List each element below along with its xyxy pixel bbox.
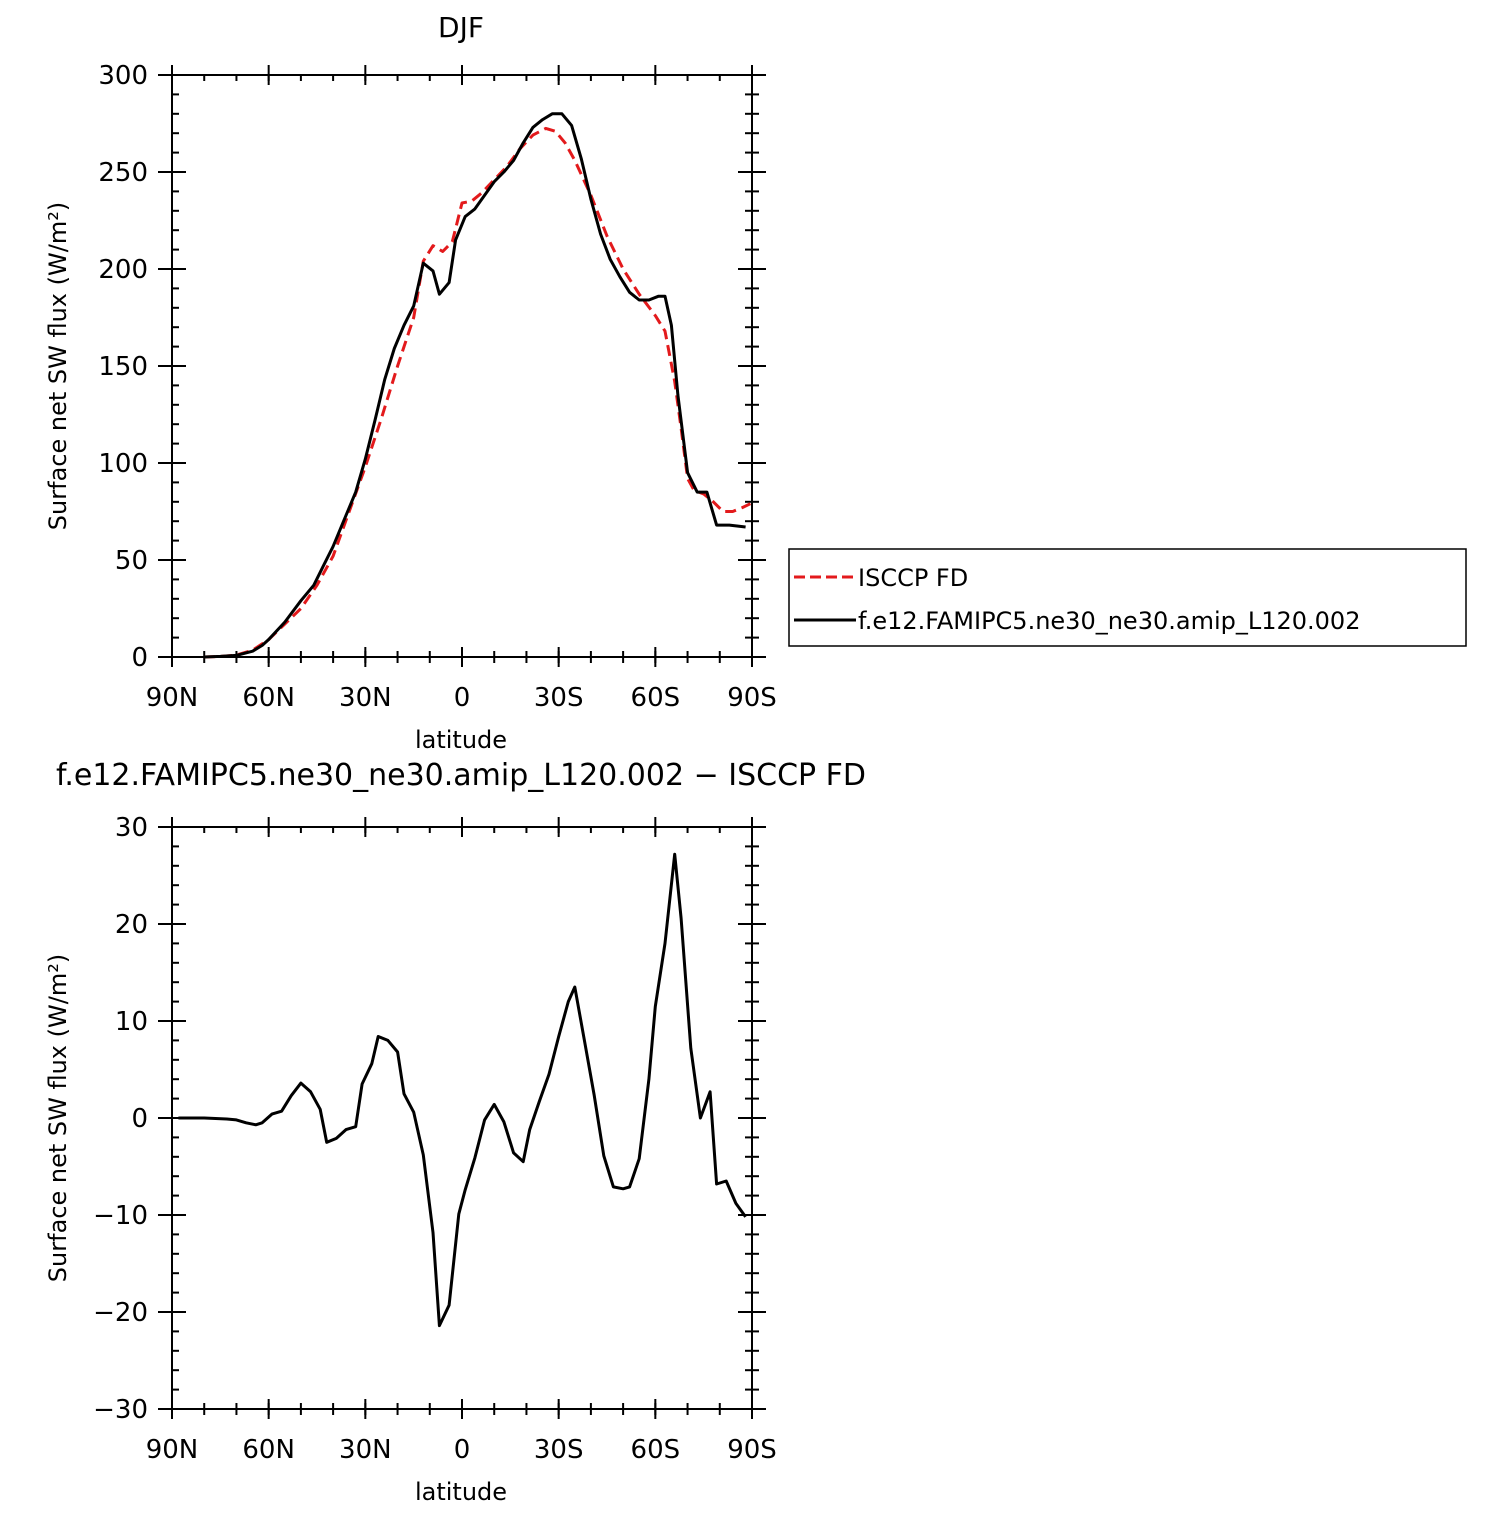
x-tick-label: 60N [242,683,295,713]
tick-marks [158,817,766,1419]
y-tick-label: 0 [131,643,148,673]
legend-label-isccp: ISCCP FD [858,564,968,592]
series-line-1 [204,112,746,659]
y-tick-label: 10 [115,1007,148,1037]
x-tick-label: 0 [454,1435,471,1465]
y-tick-label: 100 [98,449,148,479]
x-tick-label: 60N [242,1435,295,1465]
x-tick-label: 90S [727,1435,777,1465]
y-tick-labels: −30 −20 −10 0 10 20 30 [93,813,148,1425]
x-tick-labels: 90N 60N 30N 0 30S 60S 90S [146,683,777,713]
y-tick-label: 200 [98,255,148,285]
y-tick-label: −30 [93,1395,148,1425]
series-line-0 [178,852,747,1328]
y-tick-label: 300 [98,61,148,91]
chart-title-djf: DJF [438,11,484,44]
legend: ISCCP FD f.e12.FAMIPC5.ne30_ne30.amip_L1… [788,548,1467,647]
panel-difference: f.e12.FAMIPC5.ne30_ne30.amip_L120.002 − … [44,758,866,1506]
x-tick-label: 60S [631,1435,681,1465]
x-tick-label: 30N [339,1435,392,1465]
x-tick-label: 90N [146,1435,199,1465]
y-tick-label: 50 [115,546,148,576]
y-tick-label: 0 [131,1104,148,1134]
y-axis-label: Surface net SW flux (W/m²) [44,202,72,530]
plot-frame-difference [171,826,753,1410]
y-axis-label: Surface net SW flux (W/m²) [44,954,72,1282]
series-lines [178,852,747,1328]
y-tick-label: −20 [93,1298,148,1328]
x-tick-label: 0 [454,683,471,713]
legend-box [788,548,1467,647]
x-tick-label: 30S [534,1435,584,1465]
x-tick-label: 90S [727,683,777,713]
y-tick-label: 20 [115,910,148,940]
y-tick-label: −10 [93,1201,148,1231]
y-tick-label: 150 [98,352,148,382]
x-tick-label: 30N [339,683,392,713]
y-tick-label: 30 [115,813,148,843]
x-tick-label: 30S [534,683,584,713]
x-tick-labels: 90N 60N 30N 0 30S 60S 90S [146,1435,777,1465]
x-axis-label: latitude [415,726,507,754]
chart-title-difference: f.e12.FAMIPC5.ne30_ne30.amip_L120.002 − … [56,758,866,793]
series-lines [204,112,752,659]
y-tick-labels: 0 50 100 150 200 250 300 [98,61,148,673]
legend-label-model: f.e12.FAMIPC5.ne30_ne30.amip_L120.002 [858,607,1360,635]
y-tick-label: 250 [98,158,148,188]
x-axis-label: latitude [415,1478,507,1506]
x-tick-label: 60S [631,683,681,713]
x-tick-label: 90N [146,683,199,713]
plot-frame-djf [171,74,753,658]
